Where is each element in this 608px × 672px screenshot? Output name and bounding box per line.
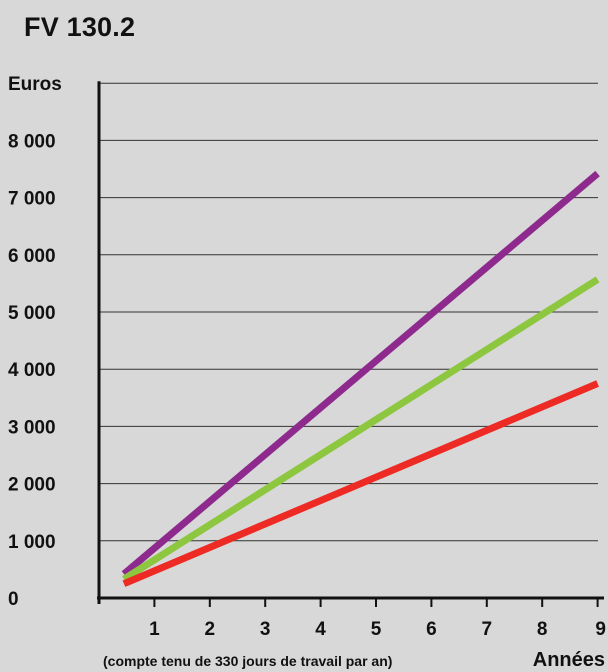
y-tick-label: 0	[8, 589, 19, 610]
x-tick-label: 4	[315, 619, 326, 640]
y-tick-label: 4 000	[8, 360, 56, 381]
x-tick-label: 9	[595, 619, 606, 640]
y-tick-label: 2 000	[8, 475, 56, 496]
x-axis-label: Années	[533, 649, 605, 671]
tick-labels: 0 1 000 2 000 3 000 4 000 5 000 6 000 7 000 8 00…	[8, 74, 606, 671]
y-tick-label: 6 000	[8, 246, 56, 267]
series-line	[122, 276, 600, 583]
grid-lines	[99, 82, 598, 542]
series-lines	[121, 170, 600, 587]
y-tick-label: 1 000	[8, 532, 56, 553]
x-tick-label: 2	[205, 619, 216, 640]
x-tick-label: 7	[482, 619, 493, 640]
y-tick-label: 3 000	[8, 417, 56, 438]
x-tick-label: 3	[260, 619, 271, 640]
x-tick-label: 5	[371, 619, 382, 640]
axes	[97, 81, 604, 607]
series-line	[121, 170, 600, 577]
chart-title: FV 130.2	[24, 12, 136, 42]
y-axis-label: Euros	[8, 74, 62, 95]
footnote: (compte tenu de 330 jours de travail par…	[103, 653, 392, 669]
x-tick-label: 1	[149, 619, 160, 640]
x-tick-label: 6	[426, 619, 437, 640]
y-tick-label: 7 000	[8, 189, 56, 210]
x-tick-label: 8	[537, 619, 548, 640]
y-tick-label: 8 000	[8, 131, 56, 152]
series-line	[122, 380, 599, 587]
y-tick-label: 5 000	[8, 303, 56, 324]
